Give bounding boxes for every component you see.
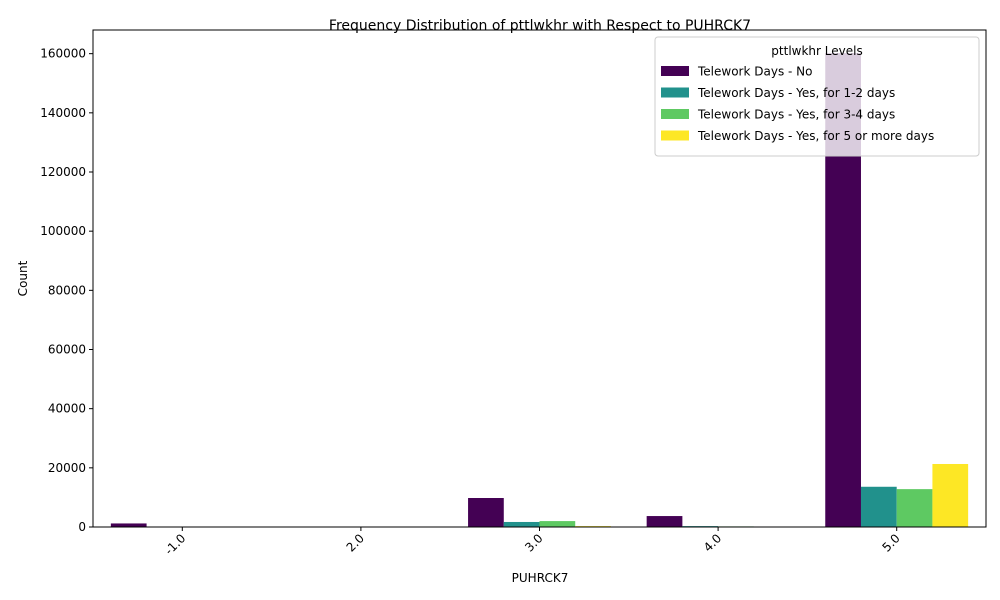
legend-swatch [661, 66, 689, 76]
y-tick-label: 160000 [40, 47, 86, 61]
legend-label: Telework Days - Yes, for 1-2 days [697, 86, 895, 100]
legend-label: Telework Days - No [697, 65, 812, 79]
bar [932, 463, 969, 527]
x-axis-label: PUHRCK7 [512, 571, 569, 585]
y-tick-label: 100000 [40, 224, 86, 238]
bar [860, 486, 897, 527]
legend-label: Telework Days - Yes, for 3-4 days [697, 108, 895, 122]
legend-label: Telework Days - Yes, for 5 or more days [697, 129, 934, 143]
legend-title: pttlwkhr Levels [771, 44, 862, 58]
y-tick-label: 120000 [40, 165, 86, 179]
legend: pttlwkhr Levels Telework Days - No Telewor… [654, 36, 980, 157]
y-tick-label: 0 [78, 520, 86, 534]
y-tick-label: 40000 [48, 402, 86, 416]
y-tick-label: 80000 [48, 283, 86, 297]
bar [646, 516, 683, 527]
bar [110, 523, 147, 527]
legend-swatch [661, 130, 689, 141]
bar [468, 498, 504, 527]
bar [896, 489, 933, 527]
legend-box [654, 36, 980, 157]
y-tick-label: 20000 [48, 461, 86, 475]
plot-frame [92, 29, 987, 528]
y-tick-label: 140000 [40, 106, 86, 120]
y-axis: 0 20000 40000 60000 80000 100000 120000 140000 1… [40, 47, 93, 534]
bar [503, 521, 540, 527]
legend-swatch [661, 109, 689, 119]
y-tick-label: 60000 [48, 343, 86, 357]
legend-swatch [661, 87, 689, 98]
chart-title: Frequency Distribution of pttlwkhr with … [329, 18, 751, 34]
bar [539, 521, 576, 527]
y-axis-label: Count [16, 260, 30, 296]
